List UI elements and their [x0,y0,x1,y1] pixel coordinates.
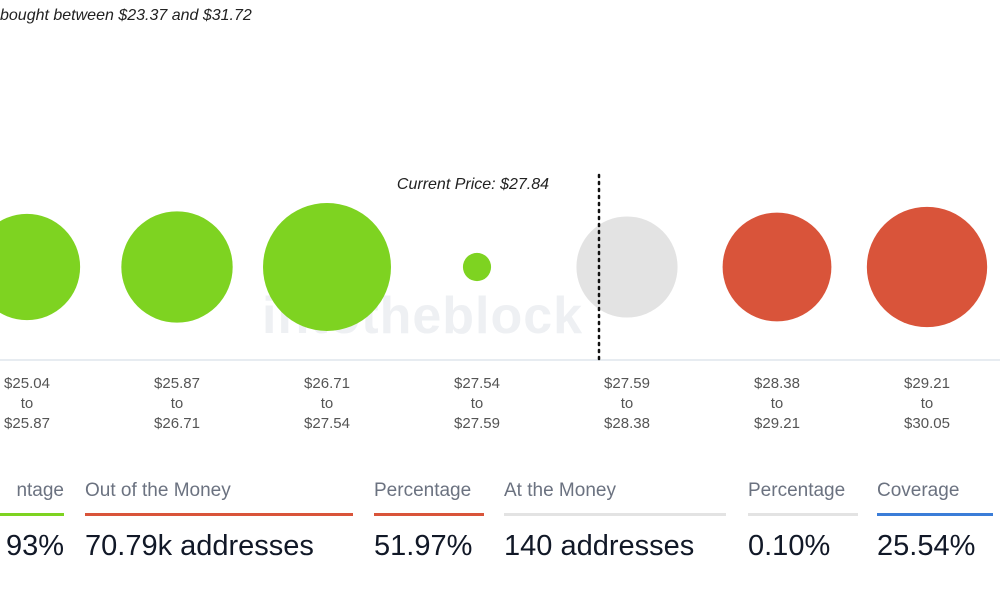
stat-out-of-money: Out of the Money 70.79k addresses [85,480,353,563]
stat-label: Coverage [877,480,960,501]
price-range-label: $27.54 [454,375,500,392]
bubble-in-the-money [462,252,492,282]
stat-value: 0.10% [748,530,831,562]
stat-out-of-money-percentage: Percentage 51.97% [374,480,484,563]
stat-in-money-percentage: ntage 93% [0,480,64,563]
bubble-in-the-money [0,213,81,321]
stat-value: 140 addresses [504,530,695,562]
stat-value: 70.79k addresses [85,530,314,562]
stat-label: ntage [16,480,64,501]
bubble-chart: $25.04 to $25.87 $25.87 to $26.71 $26.71 to $27.… [0,173,1000,432]
stat-color-bar [504,513,726,516]
bubble-in-the-money [263,203,391,331]
stat-label: At the Money [504,480,616,501]
bubble-out-the-money [866,206,988,328]
stat-color-bar [85,513,353,516]
bubble-out-the-money [722,212,832,322]
stat-value: 93% [5,530,64,562]
bubble-in-the-money [121,211,233,323]
stat-label: Percentage [748,480,846,501]
price-range-label: $28.38 [604,415,650,432]
price-range-label: $26.71 [154,415,200,432]
stat-color-bar [0,513,64,516]
price-range-label: $30.05 [904,415,950,432]
price-range-label: $26.71 [304,375,350,392]
price-range-label: to [21,395,34,412]
price-range-label: $25.87 [4,415,50,432]
price-range-label: $28.38 [754,375,800,392]
price-range-label: to [171,395,184,412]
price-range-label: to [471,395,484,412]
chart-subtitle: bought between $23.37 and $31.72 [0,7,252,24]
price-range-label: to [321,395,334,412]
stat-color-bar [748,513,858,516]
price-range-label: $29.21 [904,375,950,392]
price-range-label: $25.04 [4,375,50,392]
price-range-label: $27.59 [454,415,500,432]
stat-color-bar [877,513,993,516]
current-price-label: Current Price: $27.84 [397,176,549,193]
price-range-label: $27.54 [304,415,350,432]
stat-value: 25.54% [877,530,976,562]
stat-label: Percentage [374,480,472,501]
stat-label: Out of the Money [85,480,231,501]
stat-at-the-money: At the Money 140 addresses [504,480,726,563]
price-range-label: $25.87 [154,375,200,392]
stat-value: 51.97% [374,530,473,562]
stat-color-bar [374,513,484,516]
price-range-label: $27.59 [604,375,650,392]
price-range-label: to [921,395,934,412]
price-range-label: to [771,395,784,412]
price-range-label: to [621,395,634,412]
stat-coverage: Coverage 25.54% [877,480,993,563]
stat-at-the-money-percentage: Percentage 0.10% [748,480,858,563]
bubble-at-the-money [576,216,678,318]
price-range-label: $29.21 [754,415,800,432]
